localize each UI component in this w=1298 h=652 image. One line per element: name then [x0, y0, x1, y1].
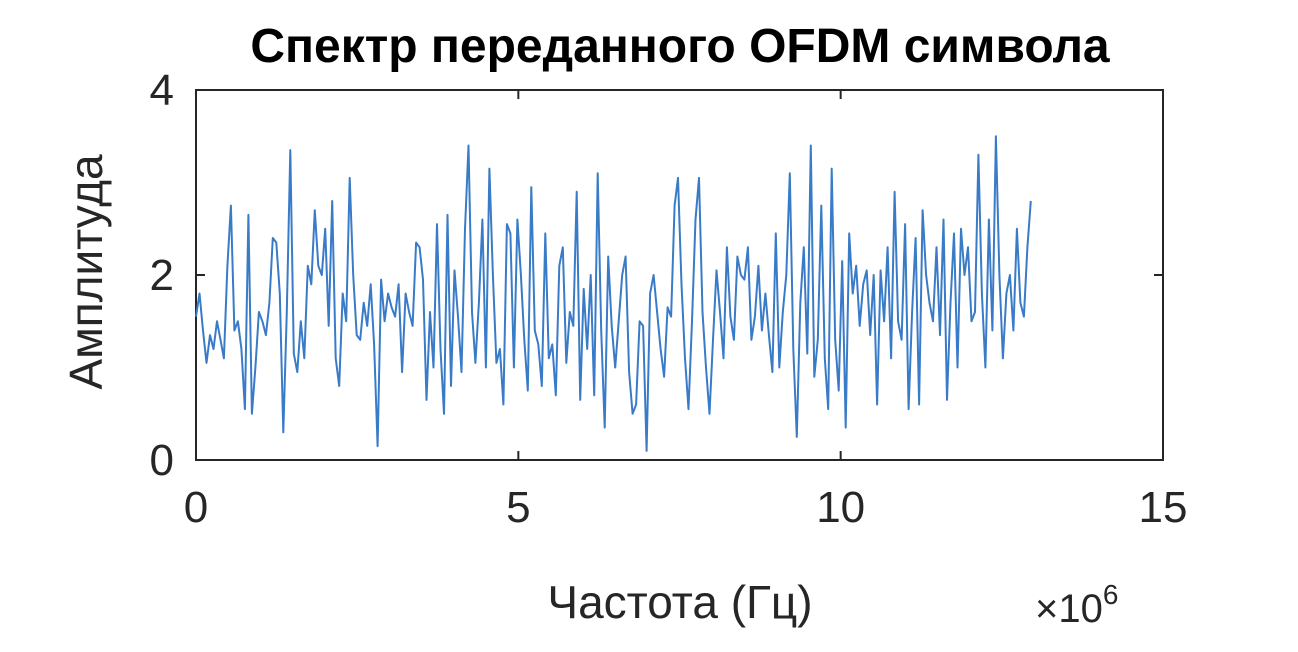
x-tick-label: 5	[506, 483, 530, 532]
y-axis-label: Амплитуда	[60, 154, 112, 390]
y-tick-label: 2	[150, 251, 174, 300]
y-tick-label: 0	[150, 436, 174, 485]
x-axis-label: Частота (Гц)	[547, 576, 812, 628]
y-axis-ticks: 0 2 4	[150, 66, 1163, 485]
plot-area	[195, 89, 1164, 461]
x-axis-multiplier-exponent: 6	[1103, 579, 1119, 610]
x-axis-multiplier-base: ×10	[1035, 587, 1103, 631]
x-axis-multiplier: ×106	[1035, 579, 1118, 631]
y-tick-label: 4	[150, 66, 174, 115]
axes-box	[195, 89, 1164, 461]
x-tick-label: 15	[1139, 483, 1188, 532]
x-axis-ticks: 0 5 10 15	[184, 90, 1188, 532]
x-tick-label: 10	[816, 483, 865, 532]
chart-title: Спектр переданного OFDM символа	[250, 20, 1110, 73]
series-line	[195, 135, 1032, 452]
x-tick-label: 0	[184, 483, 208, 532]
